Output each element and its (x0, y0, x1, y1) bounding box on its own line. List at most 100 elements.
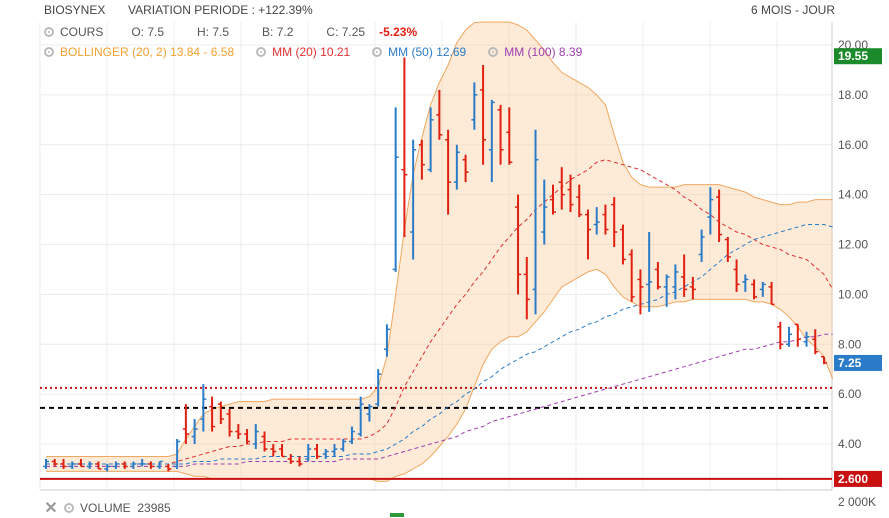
volume-value: 23985 (137, 501, 171, 515)
ohlc-bar (733, 259, 740, 292)
ohlc-bar (348, 426, 355, 444)
price-badge (834, 470, 882, 487)
ohlc-bar (200, 384, 207, 432)
y-tick-label: 8.00 (838, 337, 862, 351)
ma50-line (46, 224, 833, 465)
ohlc-bar (681, 254, 688, 297)
ticker-name: BIOSYNEX (44, 3, 106, 17)
ohlc-bar (812, 329, 819, 355)
y-tick-label: 6.00 (838, 387, 862, 401)
ohlc-bar (130, 461, 137, 469)
ohlc-bar (480, 64, 487, 165)
ohlc-bar (663, 274, 670, 307)
ohlc-bar (759, 281, 766, 297)
ma50-value: 12.69 (436, 45, 467, 59)
y-tick-label: 14.00 (838, 188, 868, 202)
ohlc-bar (523, 256, 530, 320)
ohlc-bar (628, 249, 635, 302)
ohlc-bar (174, 439, 181, 469)
ohlc-bar (287, 453, 294, 464)
ohlc-bar (672, 264, 679, 300)
ohlc-bar (751, 279, 758, 300)
ohlc-bar (77, 458, 84, 468)
ohlc-bar (488, 99, 495, 183)
ohlc-bars (43, 57, 827, 472)
gear-icon[interactable] (44, 47, 54, 57)
gear-icon[interactable] (44, 27, 54, 37)
bollinger-lower-line (46, 268, 834, 482)
ohlc-bar (506, 107, 513, 165)
ohlc-bar (768, 281, 775, 306)
y-tick-label: 10.00 (838, 287, 868, 301)
price-badge (834, 48, 882, 65)
price-badge-label: 7.25 (838, 356, 862, 370)
bollinger-fill (46, 22, 833, 482)
ma20-value: 10.21 (320, 45, 351, 59)
ohlc-bar (296, 456, 303, 467)
ma20-label: MM (20) (272, 45, 317, 59)
ohlc-bar (418, 139, 425, 180)
ohlc-bar (235, 424, 242, 440)
bollinger-value: 13.84 - 6.58 (170, 45, 235, 59)
y-axis: 20.0018.0016.0014.0012.0010.008.006.004.… (838, 38, 868, 451)
ohlc-bar (567, 174, 574, 213)
ohlc-bar (427, 107, 434, 173)
ohlc-bar (191, 419, 198, 444)
ohlc-bar (51, 458, 58, 467)
ohlc-bar (401, 57, 408, 238)
ohlc-bar (165, 463, 172, 472)
ohlc-bar (497, 104, 504, 165)
ohlc-bar (410, 139, 417, 260)
gear-icon[interactable] (488, 47, 499, 57)
ohlc-bar (541, 179, 548, 245)
gear-icon[interactable] (256, 47, 267, 57)
ohlc-bar (112, 461, 119, 469)
ohlc-bar (550, 184, 557, 215)
change-value: -5.23% (379, 25, 418, 39)
volume-row: ✕ VOLUME 23985 (44, 498, 171, 518)
ohlc-bar (794, 323, 801, 347)
ohlc-bar (654, 261, 661, 290)
ohlc-bar (436, 89, 443, 140)
close-icon[interactable]: ✕ (44, 500, 58, 517)
ohlc-row: COURS O: 7.5 H: 7.5 B: 7.2 C: 7.25 -5.23% (44, 25, 417, 39)
period-variation: VARIATION PERIODE : +122.39% (128, 3, 313, 17)
ohlc-bar (43, 458, 49, 469)
y-tick-label: 4.00 (838, 437, 862, 451)
ohlc-bar (139, 458, 146, 467)
ohlc-bar (226, 409, 233, 437)
close-value: C: 7.25 (326, 25, 366, 39)
ohlc-bar (261, 431, 268, 452)
ohlc-bar (716, 189, 723, 243)
ohlc-bar (742, 274, 749, 292)
ohlc-bar (69, 461, 76, 469)
price-badge-label: 2.600 (838, 472, 868, 486)
ohlc-bar (584, 209, 591, 260)
volume-label: VOLUME (80, 501, 131, 515)
ohlc-bar (619, 224, 626, 265)
gear-icon[interactable] (372, 47, 383, 57)
ohlc-bar (313, 444, 320, 459)
ohlc-bar (777, 321, 784, 350)
y-tick-label: 16.00 (838, 138, 868, 152)
ohlc-bar (305, 444, 312, 462)
ohlc-bar (147, 461, 154, 469)
ohlc-bar (270, 444, 277, 457)
period-selector[interactable]: 6 MOIS - JOUR (750, 3, 835, 17)
gear-icon[interactable] (64, 503, 74, 513)
ohlc-bar (383, 324, 390, 357)
ohlc-bar (593, 207, 600, 235)
ohlc-bar (611, 197, 618, 247)
ohlc-bar (104, 463, 111, 472)
ohlc-bar (786, 326, 793, 347)
ohlc-bar (95, 461, 102, 470)
ohlc-bar (576, 184, 583, 218)
ohlc-bar (209, 396, 216, 432)
ohlc-bar (821, 355, 827, 365)
ohlc-bar (689, 276, 696, 300)
open-value: O: 7.5 (131, 25, 165, 39)
ohlc-bar (86, 461, 93, 469)
ohlc-bar (392, 107, 399, 272)
price-badges: 19.55 7.25 2.600 (834, 48, 882, 487)
